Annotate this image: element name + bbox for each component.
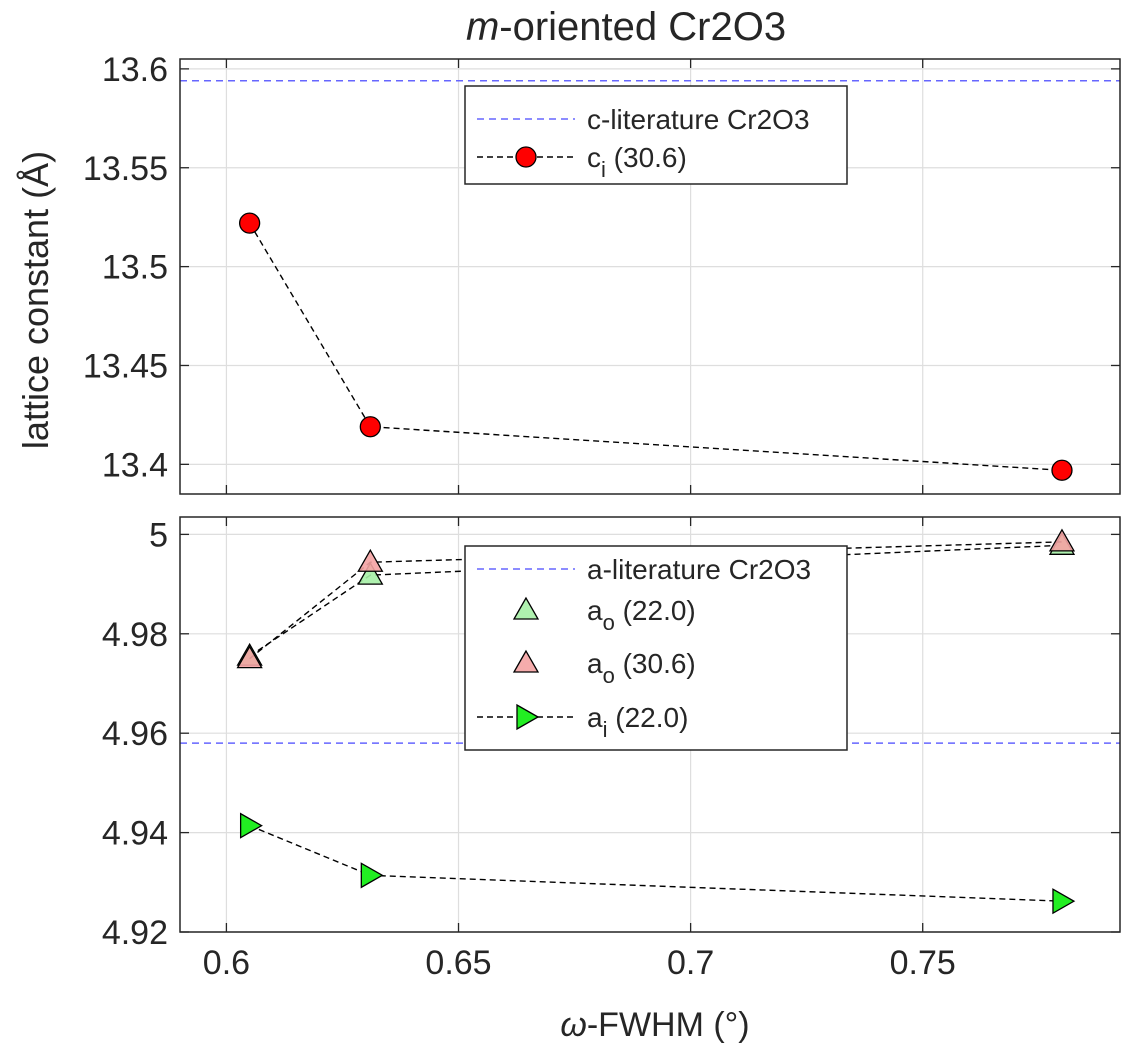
legend-label-sub: i (603, 717, 608, 742)
subplot-2: 4.92 4.94 4.96 4.98 5 0.6 0.65 0.7 0.75 a-literat… (102, 516, 1121, 982)
y-tick-label: 13.45 (83, 347, 168, 385)
legend-label: ci (30.6) (587, 142, 687, 182)
series-3 (239, 812, 1076, 915)
legend-label: a-literature Cr2O3 (587, 554, 811, 585)
y-tick-label: 13.4 (102, 446, 168, 484)
y-tick-label: 4.98 (102, 616, 168, 654)
series-1 (238, 212, 1073, 481)
legend-label-base: a (587, 702, 603, 733)
legend-label-sub: o (603, 663, 615, 688)
data-point (1048, 528, 1076, 552)
legend-label-rest: (30.6) (606, 142, 687, 173)
legend-label: ai (22.0) (587, 702, 688, 742)
x-tick-label: 0.75 (890, 944, 956, 982)
subplot-1: 13.4 13.45 13.5 13.55 13.6 c-literature Cr2O3… (83, 51, 1121, 495)
plots-layer: 13.4 13.45 13.5 13.55 13.6 c-literature Cr2O3… (83, 51, 1121, 982)
y-axis-label: lattice constant (Å) (15, 151, 56, 449)
x-axis-label: ω-FWHM (°) (560, 1006, 749, 1044)
chart-title-rest: -oriented Cr2O3 (499, 5, 786, 49)
data-point (238, 212, 261, 234)
legend-marker (515, 146, 537, 168)
legend-label-base: a (587, 648, 603, 679)
legend-label: ao (22.0) (587, 595, 696, 635)
x-tick-label: 0.65 (425, 944, 491, 982)
y-tick-label: 13.6 (102, 51, 168, 89)
data-point (239, 812, 263, 839)
legend: c-literature Cr2O3 ci (30.6) (464, 85, 848, 185)
x-axis-label-symbol: ω (560, 1006, 586, 1044)
legend-marker (516, 703, 540, 731)
data-point (1052, 888, 1076, 915)
legend-box (464, 85, 848, 185)
axes-border (179, 58, 1121, 495)
data-point (359, 416, 381, 438)
data-point (1051, 459, 1073, 481)
y-tick-label: 13.5 (102, 249, 168, 287)
legend-label-base: c (587, 142, 601, 173)
legend-label: ao (30.6) (587, 648, 696, 688)
legend-label-rest: (22.0) (607, 702, 688, 733)
legend-label-sub: o (603, 610, 615, 635)
legend-label-sub: i (601, 157, 606, 182)
x-tick-label: 0.6 (203, 944, 250, 982)
data-point (357, 548, 384, 572)
axes-border (179, 516, 1121, 933)
y-tick-label: 4.92 (102, 914, 168, 952)
x-tick-label: 0.7 (667, 944, 714, 982)
x-axis-label-rest: -FWHM (°) (587, 1006, 750, 1044)
chart-title-italic: m (466, 5, 499, 49)
chart-title: m-oriented Cr2O3 (466, 5, 786, 49)
legend-label-rest: (22.0) (615, 595, 696, 626)
data-point (360, 862, 384, 889)
legend-marker (512, 596, 540, 620)
data-point (236, 645, 263, 669)
y-tick-label: 13.55 (83, 150, 168, 188)
y-tick-label: 4.94 (102, 815, 168, 853)
legend-marker (512, 649, 540, 673)
legend-label-rest: (30.6) (615, 648, 696, 679)
legend-label: c-literature Cr2O3 (587, 104, 810, 135)
data-point (357, 561, 384, 585)
legend-label-base: a (587, 595, 603, 626)
y-tick-label: 4.96 (102, 715, 168, 753)
y-tick-label: 5 (149, 516, 168, 554)
